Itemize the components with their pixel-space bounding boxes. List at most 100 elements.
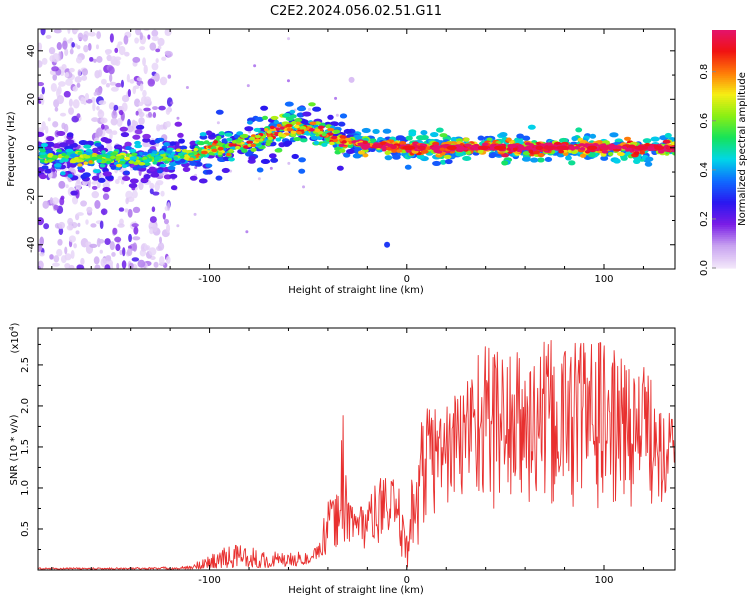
colorbar-cell <box>712 178 736 182</box>
spectrogram-cell <box>157 45 162 50</box>
spectrogram-cell <box>76 82 81 88</box>
snr-frame <box>37 327 676 571</box>
snr-axes: -100 0 100 0.5 1.0 1.5 2.0 2.5 <box>20 328 675 586</box>
colorbar-cell <box>712 192 736 196</box>
spectrogram-cell <box>118 109 124 116</box>
spectrogram-cell <box>135 29 142 36</box>
spectrogram-cell <box>645 156 654 162</box>
spectrogram-cell <box>91 156 98 161</box>
spectrogram-cell <box>361 127 371 134</box>
spectrogram-cell <box>60 195 65 200</box>
snr-ytick-label: 1.5 <box>20 439 31 455</box>
spectrogram-cell <box>302 185 306 189</box>
spectrogram-cell <box>127 119 131 128</box>
spectrogram-cell <box>68 98 73 107</box>
spectrogram-cell <box>138 151 145 156</box>
spectrogram-cell <box>333 129 341 134</box>
spectrogram-cell <box>115 82 122 88</box>
spectrogram-cell <box>68 107 75 115</box>
colorbar-cell <box>712 188 736 192</box>
spectrogram-cell <box>296 131 302 135</box>
spectrogram-cell <box>68 235 76 243</box>
spectrogram-cell <box>68 67 75 73</box>
spectrogram-cell <box>429 131 439 138</box>
spectrogram-cell <box>570 147 576 151</box>
spectrogram-cell <box>439 133 448 138</box>
spectrogram-cell <box>142 133 151 139</box>
spectrogram-cell <box>528 143 535 147</box>
spectrogram-cell <box>404 164 412 170</box>
spectrogram-cell <box>286 79 290 83</box>
spectrogram-cell <box>58 142 69 148</box>
spectrogram-cell <box>613 158 621 164</box>
spectrogram-cell <box>565 155 572 161</box>
spectrogram-cell <box>98 109 103 115</box>
colorbar-cell <box>712 244 736 247</box>
spectrogram-cell <box>621 146 628 150</box>
spectrogram-cell <box>221 167 230 173</box>
spectrogram-cell <box>100 117 108 124</box>
spectrogram-cell <box>86 206 93 214</box>
spectrogram-cell <box>329 141 335 146</box>
spectrogram-cell <box>78 140 88 146</box>
spectrogram-cell <box>51 66 59 72</box>
colorbar-cell <box>712 252 736 255</box>
colorbar-cell <box>712 218 736 221</box>
spectrogram-cell <box>246 140 254 144</box>
spectrogram-ytick-label: 0 <box>26 145 37 151</box>
spectrogram-cell <box>124 141 132 147</box>
spectrogram-cell <box>477 145 489 150</box>
colorbar-cell <box>712 135 736 138</box>
spectrogram-cells <box>38 29 675 269</box>
spectrogram-cell <box>158 150 165 155</box>
spectrogram-cell <box>163 218 169 225</box>
spectrogram-cell <box>616 151 625 157</box>
spectrogram-cell <box>199 132 207 137</box>
spectrogram-cell <box>88 160 93 164</box>
spectrogram-cell <box>39 151 47 156</box>
colorbar-cell <box>712 266 736 269</box>
spectrogram-cell <box>99 249 103 254</box>
spectrogram-cell <box>267 136 274 141</box>
spectrogram-cell <box>52 262 60 267</box>
spectrogram-cell <box>65 139 75 145</box>
spectrogram-cell <box>177 152 184 156</box>
spectrogram-cell <box>477 135 485 141</box>
spectrogram-cell <box>118 160 126 165</box>
colorbar-cell <box>712 222 736 225</box>
colorbar-cell <box>712 156 736 160</box>
spectrogram-cell <box>518 146 524 150</box>
spectrogram-cell <box>174 121 183 127</box>
spectrogram-cell <box>123 35 129 45</box>
spectrogram-cell <box>512 147 518 152</box>
spectrogram-cell <box>501 153 509 158</box>
spectrogram-cell <box>177 132 184 138</box>
spectrogram-cell <box>224 132 233 137</box>
colorbar-cell <box>712 166 736 170</box>
spectrogram-cell <box>113 104 119 111</box>
spectrogram-cell <box>264 128 269 132</box>
spectrogram-cell <box>39 236 44 246</box>
colorbar-cell <box>712 49 736 53</box>
spectrogram-cell <box>270 115 279 120</box>
spectrogram-cell <box>165 120 171 128</box>
spectrogram-cell <box>71 42 75 48</box>
spectrogram-cell <box>416 154 425 160</box>
spectrogram-cell <box>250 147 257 152</box>
spectrogram-cell <box>70 250 75 259</box>
spectrogram-cell <box>157 242 165 251</box>
snr-scale-base: (x10 <box>10 331 21 354</box>
spectrogram-cell <box>95 44 99 50</box>
spectrogram-cell <box>51 197 60 205</box>
colorbar-cell <box>712 79 736 83</box>
spectrogram-cell <box>69 159 76 163</box>
spectrogram-cell <box>558 149 565 154</box>
spectrogram-cell <box>203 140 210 145</box>
spectrogram-cell <box>362 140 368 145</box>
spectrogram-cell <box>154 156 161 160</box>
colorbar-cell <box>712 113 736 116</box>
spectrogram-cell <box>425 146 430 150</box>
colorbar-cell <box>712 117 736 120</box>
colorbar-cell <box>712 123 736 126</box>
spectrogram-cell <box>302 111 312 117</box>
